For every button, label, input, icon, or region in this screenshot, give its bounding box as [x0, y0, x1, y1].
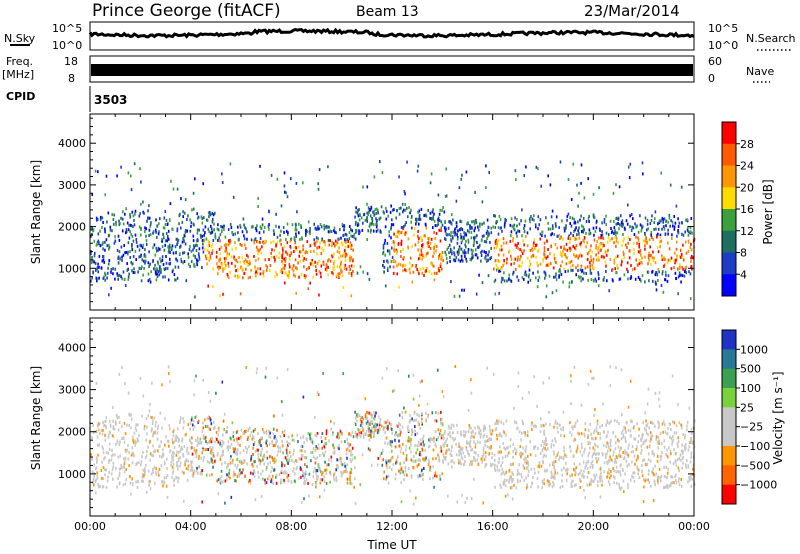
- velBar-tick-1: 500: [740, 363, 761, 376]
- freq-label-top: Freq.: [6, 55, 33, 68]
- radar-title: Prince George (fitACF): [92, 1, 281, 21]
- beam-title: Beam 13: [356, 4, 419, 20]
- powerAxis-ytick-1: 2000: [58, 221, 86, 234]
- powerAxis-ytick-3: 4000: [58, 137, 86, 150]
- powerBar-swatch-4: [722, 209, 736, 232]
- nsearch-tick-bottom: 10^0: [708, 39, 738, 52]
- powerBar-swatch-5: [722, 230, 736, 253]
- velAxis-ytick-3: 4000: [58, 341, 86, 354]
- x-axis-label: Time UT: [366, 538, 417, 552]
- velBar-tick-5: −100: [740, 440, 770, 453]
- nsearch-label: N.Search: [746, 32, 796, 45]
- powerBar-tick-4: 12: [740, 225, 754, 238]
- freq-tick-top: 18: [64, 55, 78, 68]
- x-tick-3: 12:00: [376, 520, 408, 533]
- x-tick-5: 20:00: [577, 520, 609, 533]
- velocity-colorbar-label: Velocity [m s⁻¹]: [771, 371, 785, 464]
- velBar-tick-2: 100: [740, 382, 761, 395]
- velBar-swatch-4: [722, 407, 736, 428]
- powerAxis-ytick-2: 3000: [58, 179, 86, 192]
- velocity-ylabel: Slant Range [km]: [29, 366, 43, 470]
- cpid-label: CPID: [6, 90, 35, 103]
- powerBar-swatch-1: [722, 143, 736, 166]
- velBar-tick-0: 1000: [740, 343, 768, 356]
- velBar-swatch-0: [722, 330, 736, 350]
- nsky-panel: N.Sky 10^5 10^0 10^5 10^0 N.Search: [4, 21, 796, 52]
- nsearch-tick-top: 10^5: [708, 22, 738, 35]
- velBar-swatch-3: [722, 388, 736, 408]
- nave-tick-bottom: 0: [708, 72, 715, 85]
- velocity-panel: 1000 2000 3000 4000 00:00 04:00 08:00 12:00 16:0…: [29, 317, 785, 533]
- powerBar-swatch-7: [722, 274, 736, 297]
- nsky-trace: [88, 27, 695, 39]
- nsky-label: N.Sky: [4, 32, 36, 45]
- powerBar-tick-0: 28: [740, 138, 754, 151]
- velBar-swatch-5: [722, 426, 736, 447]
- nave-tick-top: 60: [708, 55, 722, 68]
- velBar-swatch-7: [722, 465, 736, 486]
- velBar-swatch-8: [722, 484, 736, 505]
- freq-nave-band: [91, 64, 693, 76]
- powerBar-swatch-2: [722, 165, 736, 188]
- x-tick-6: 00:00: [678, 520, 710, 533]
- velBar-swatch-6: [722, 446, 736, 466]
- velBar-swatch-2: [722, 368, 736, 389]
- powerBar-tick-6: 4: [740, 268, 747, 281]
- velAxis-ytick-2: 3000: [58, 384, 86, 397]
- velAxis-ytick-1: 2000: [58, 426, 86, 439]
- x-tick-0: 00:00: [74, 520, 106, 533]
- powerBar-swatch-6: [722, 252, 736, 275]
- freq-panel: Freq. [MHz] 18 8 60 0 Nave: [2, 55, 774, 85]
- power-colorbar-label: Power [dB]: [761, 179, 775, 244]
- nave-label: Nave: [746, 65, 774, 78]
- velBar-tick-3: 25: [740, 401, 754, 414]
- powerBar-swatch-3: [722, 187, 736, 210]
- velBar-tick-4: −25: [740, 421, 763, 434]
- nsky-tick-bottom: 10^0: [52, 39, 82, 52]
- powerBar-tick-5: 8: [740, 247, 747, 260]
- power-scatter: [90, 160, 696, 301]
- velBar-swatch-1: [722, 349, 736, 370]
- x-tick-4: 16:00: [477, 520, 509, 533]
- x-tick-2: 08:00: [275, 520, 307, 533]
- velBar-tick-6: −500: [740, 459, 770, 472]
- powerBar-tick-3: 16: [740, 203, 754, 216]
- powerBar-tick-1: 24: [740, 160, 754, 173]
- powerAxis-ytick-0: 1000: [58, 262, 86, 275]
- freq-tick-bottom: 8: [68, 72, 75, 85]
- cpid-panel: CPID 3503: [6, 86, 127, 112]
- x-tick-1: 04:00: [175, 520, 207, 533]
- freq-label-bottom: [MHz]: [2, 68, 34, 81]
- nsky-tick-top: 10^5: [52, 22, 82, 35]
- powerBar-swatch-0: [722, 122, 736, 145]
- power-ylabel: Slant Range [km]: [29, 160, 43, 264]
- powerBar-tick-2: 20: [740, 181, 754, 194]
- cpid-value: 3503: [94, 93, 127, 107]
- velocity-scatter: [90, 365, 696, 506]
- power-panel: 1000 2000 3000 4000 Slant Range [km] 28 24 20…: [29, 113, 775, 311]
- velBar-tick-7: −1000: [740, 479, 777, 492]
- date-title: 23/Mar/2014: [584, 2, 680, 20]
- velAxis-ytick-0: 1000: [58, 468, 86, 481]
